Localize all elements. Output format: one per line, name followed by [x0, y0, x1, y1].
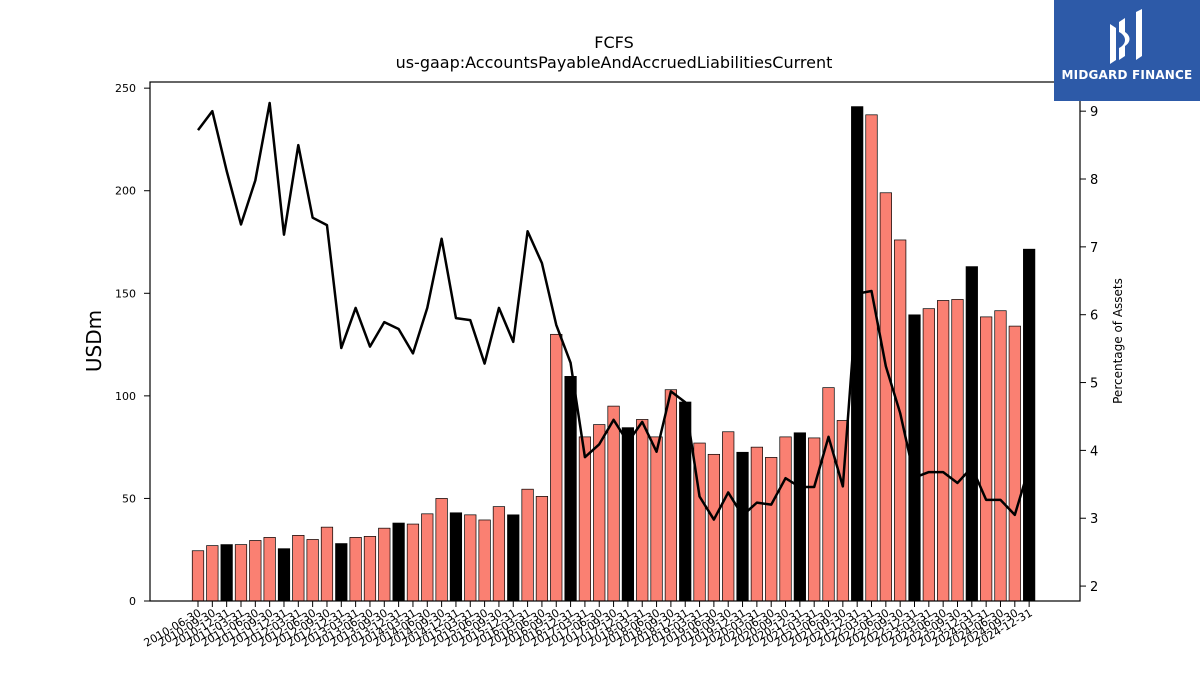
- bar-2023-06-30: [937, 300, 950, 602]
- plot-frame: [149, 81, 1081, 602]
- bar-2011-06-30: [249, 540, 262, 602]
- bar-2013-09-30: [378, 527, 391, 602]
- bar-2017-12-31: [621, 427, 635, 602]
- y2-tick-label: 4: [1090, 444, 1098, 459]
- bar-2012-03-31: [292, 535, 305, 602]
- bar-2019-06-30: [707, 453, 720, 602]
- bar-2020-09-30: [779, 436, 792, 602]
- bar-2024-09-30: [1008, 325, 1021, 602]
- y-axis-label: USDm: [82, 310, 106, 372]
- bar-2020-06-30: [765, 457, 778, 602]
- bar-2018-03-31: [636, 419, 649, 602]
- bar-2012-06-30: [306, 539, 319, 602]
- y-tick-label: 150: [115, 287, 136, 300]
- bar-2014-09-30: [435, 498, 448, 602]
- bar-2023-09-30: [951, 299, 964, 602]
- bar-series: [191, 106, 1036, 602]
- bar-2011-12-31: [277, 548, 291, 602]
- y-tick-label: 100: [115, 390, 136, 403]
- y-axis-right: 2 3 4 5 6 7 8 9: [1080, 105, 1098, 595]
- bar-2016-06-30: [535, 496, 549, 602]
- bar-2023-03-31: [922, 308, 935, 602]
- bar-2012-12-31: [335, 543, 348, 602]
- bar-2011-09-30: [263, 537, 276, 602]
- y-tick-label: 250: [115, 82, 136, 95]
- y2-tick-label: 9: [1090, 105, 1098, 120]
- bar-2013-12-31: [392, 522, 405, 602]
- bar-2015-12-31: [507, 514, 520, 602]
- y2-tick-label: 5: [1090, 377, 1098, 392]
- bar-2022-06-30: [879, 192, 892, 602]
- bar-2017-06-30: [593, 424, 606, 602]
- y2-tick-label: 6: [1090, 309, 1098, 324]
- bar-2010-12-31: [220, 544, 233, 602]
- bar-2023-12-31: [965, 266, 978, 602]
- percentage-of-assets-line: [197, 101, 1031, 521]
- chart-subtitle: us-gaap:AccountsPayableAndAccruedLiabili…: [396, 53, 833, 72]
- y2-tick-label: 7: [1090, 241, 1098, 256]
- bar-2022-03-31: [865, 114, 878, 602]
- bar-2018-09-30: [664, 389, 677, 602]
- bar-2013-03-31: [349, 537, 362, 602]
- bar-2024-03-31: [980, 316, 993, 602]
- bar-2024-12-31: [1023, 248, 1036, 602]
- bar-2020-03-31: [750, 446, 763, 602]
- bar-2020-12-31: [793, 432, 806, 602]
- bar-2019-09-30: [722, 431, 735, 602]
- bar-2024-06-30: [994, 310, 1007, 602]
- y-tick-label: 200: [115, 185, 136, 198]
- line-series: [197, 101, 1031, 521]
- y-tick-label: 50: [122, 492, 136, 505]
- midgard-finance-logo: MIDGARD FINANCE: [1054, 0, 1200, 101]
- logo-text: MIDGARD FINANCE: [1061, 68, 1193, 82]
- bar-2016-09-30: [550, 333, 563, 602]
- chart-title: FCFS: [594, 33, 633, 52]
- bar-2013-06-30: [363, 536, 377, 602]
- bar-2014-12-31: [449, 512, 463, 602]
- bar-2018-06-30: [650, 436, 663, 602]
- y2-axis-label: Percentage of Assets: [1111, 278, 1125, 404]
- bar-2011-03-31: [234, 544, 248, 602]
- y2-tick-label: 8: [1090, 173, 1098, 188]
- bar-2015-03-31: [464, 514, 477, 602]
- bar-2021-03-31: [808, 437, 821, 602]
- bar-2016-03-31: [521, 488, 534, 602]
- bar-2016-12-31: [564, 376, 577, 602]
- y-axis-left: 0 50 100 150 200 250: [115, 82, 150, 608]
- y2-tick-label: 3: [1090, 512, 1098, 527]
- bar-2019-12-31: [736, 451, 749, 602]
- x-axis: 2010-06-302010-09-302010-12-312011-03-31…: [142, 601, 1035, 650]
- bar-2015-06-30: [478, 519, 491, 602]
- bar-2014-03-31: [406, 523, 420, 602]
- bar-2022-09-30: [894, 239, 907, 602]
- y-tick-label: 0: [129, 595, 136, 608]
- bar-2012-09-30: [320, 526, 334, 602]
- y2-tick-label: 2: [1090, 580, 1098, 595]
- bar-2014-06-30: [421, 513, 434, 602]
- logo-mark-icon: [1110, 9, 1142, 64]
- bar-2017-03-31: [578, 436, 592, 602]
- bar-2010-09-30: [206, 545, 219, 602]
- bar-2021-06-30: [822, 387, 835, 602]
- bar-2017-09-30: [607, 405, 620, 602]
- bar-2010-06-30: [191, 550, 205, 602]
- bar-2015-09-30: [492, 506, 506, 602]
